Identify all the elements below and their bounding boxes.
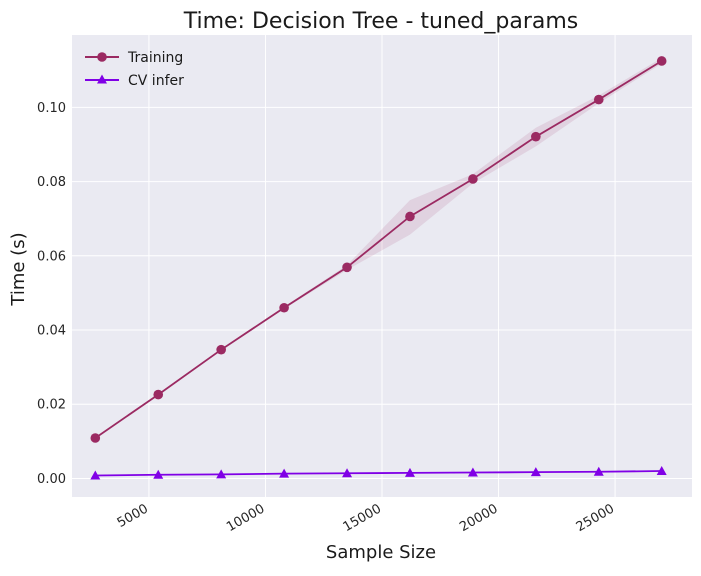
series-line-cv-infer: [95, 470, 662, 477]
data-point-cv-infer: [216, 469, 227, 479]
legend-label-cv-infer: CV infer: [128, 73, 184, 89]
data-point-training: [90, 433, 101, 443]
legend: Training CV infer: [85, 50, 184, 89]
x-tick-label: 10000: [224, 501, 267, 535]
data-point-training: [279, 302, 289, 313]
legend-marker-cv-infer: [97, 74, 107, 84]
x-tick-label: 5000: [115, 501, 151, 531]
confidence-bands: [95, 58, 662, 439]
y-tick-label: 0.08: [37, 175, 66, 190]
legend-item-cv-infer: CV infer: [85, 73, 184, 89]
x-tick-label: 20000: [457, 501, 500, 535]
series-markers: [90, 56, 667, 480]
x-axis-label: Sample Size: [326, 542, 436, 563]
data-point-training: [593, 94, 604, 105]
series-line-training: [94, 60, 663, 439]
y-tick-label: 0.00: [37, 472, 66, 487]
data-point-cv-infer: [279, 468, 290, 478]
grid-lines: [72, 35, 692, 497]
data-point-cv-infer: [467, 467, 478, 477]
data-point-cv-infer: [656, 466, 667, 476]
data-point-training: [468, 174, 478, 184]
x-tick-label: 15000: [341, 501, 384, 535]
legend-item-training: Training: [85, 50, 183, 66]
data-point-training: [405, 211, 415, 222]
data-point-training: [153, 389, 164, 400]
legend-label-training: Training: [127, 50, 183, 66]
data-point-training: [342, 262, 352, 273]
confidence-band-training: [95, 58, 662, 439]
y-tick-label: 0.06: [37, 249, 66, 264]
y-tick-label: 0.04: [37, 324, 66, 339]
legend-marker-training: [97, 52, 107, 62]
data-point-training: [656, 56, 667, 66]
data-point-cv-infer: [530, 467, 541, 477]
series-lines: [94, 60, 663, 477]
data-point-training: [531, 131, 541, 142]
data-point-cv-infer: [342, 468, 353, 478]
data-point-cv-infer: [404, 467, 415, 477]
data-point-cv-infer: [153, 469, 164, 479]
data-point-training: [216, 344, 226, 355]
x-tick-label: 25000: [574, 501, 617, 535]
y-tick-label: 0.02: [37, 398, 66, 413]
data-point-cv-infer: [90, 470, 101, 480]
y-tick-label: 0.10: [37, 101, 66, 116]
chart-title: Time: Decision Tree - tuned_params: [183, 9, 579, 34]
data-point-cv-infer: [593, 466, 604, 476]
y-axis-label: Time (s): [8, 232, 29, 306]
